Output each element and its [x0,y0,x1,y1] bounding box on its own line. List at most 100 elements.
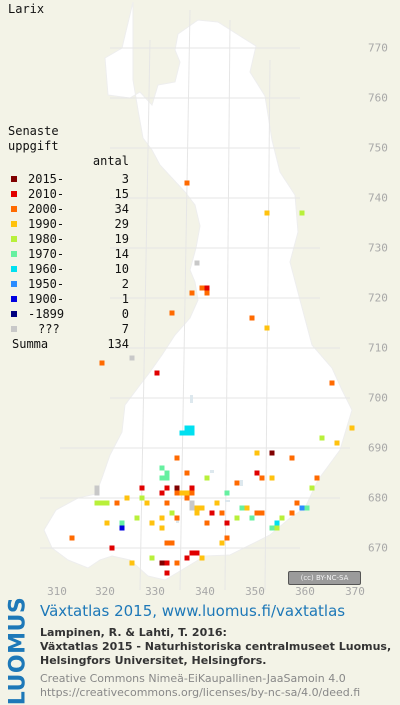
observation-marker [294,500,300,506]
observation-marker [159,475,165,481]
legend-label: -1899 [28,307,65,321]
observation-marker [179,490,185,496]
observation-marker [249,515,255,521]
legend-total-count: 134 [107,337,129,351]
observation-marker [349,425,355,431]
legend-count: 19 [114,232,129,246]
observation-marker [199,505,205,511]
observation-marker [259,510,265,516]
observation-marker [239,505,245,511]
legend-count-header: antal [92,154,129,168]
observation-marker [204,520,210,526]
legend-row: 2015- 3 [8,172,133,187]
legend-count: 1 [121,292,129,306]
observation-marker [174,490,180,496]
observation-marker [264,325,270,331]
x-tick-label: 320 [95,585,115,598]
observation-marker [259,475,265,481]
observation-marker [184,180,190,186]
license-text: Creative Commons Nimeä-EiKaupallinen-Jaa… [40,672,346,685]
observation-marker [199,555,205,561]
observation-marker [189,485,195,491]
legend-count: 15 [114,187,129,201]
legend-row: 1990- 29 [8,217,133,232]
observation-marker [174,455,180,461]
legend-label: ??? [38,322,60,336]
legend-swatch [11,221,17,227]
y-tick-label: 700 [368,391,388,405]
observation-marker [204,290,210,296]
observation-marker [139,485,145,491]
observation-marker [99,500,105,506]
citation-line: Växtatlas 2015 - Naturhistoriska central… [40,640,392,653]
luomus-logo: LUOMUS [5,597,31,705]
observation-marker [164,570,170,576]
legend-count: 34 [114,202,129,216]
observation-marker [189,430,195,436]
observation-marker [304,505,310,511]
x-tick-label: 310 [47,585,67,598]
license-url-link[interactable]: https://creativecommons.org/licenses/by-… [40,686,361,699]
observation-marker [164,540,170,546]
y-tick-label: 720 [368,291,388,305]
observation-marker [329,380,335,386]
x-tick-label: 370 [345,585,365,598]
observation-marker [174,515,180,521]
atlas-title-link[interactable]: Växtatlas 2015, www.luomus.fi/vaxtatlas [40,602,346,620]
observation-marker [289,510,295,516]
legend: Senaste uppgift antal 2015- 3 2010- 15 200… [8,124,133,352]
luomus-logo-text: LUOMUS [5,596,31,705]
legend-swatch [11,296,17,302]
observation-marker [269,475,275,481]
legend-count: 0 [121,307,129,321]
legend-count: 10 [114,262,129,276]
legend-total-label: Summa [12,337,49,351]
observation-marker [129,560,135,566]
legend-swatch [11,236,17,242]
y-tick-label: 760 [368,91,388,105]
legend-row: 2000- 34 [8,202,133,217]
cc-license-badge[interactable]: (cc) BY-NC-SA [288,571,361,585]
x-tick-label: 340 [195,585,215,598]
observation-markers [69,180,355,576]
y-tick-label: 750 [368,141,388,155]
legend-swatch [11,326,17,332]
observation-marker [104,500,110,506]
observation-marker [154,370,160,376]
observation-marker [124,495,130,501]
observation-marker [139,495,145,501]
y-tick-label: 730 [368,241,388,255]
observation-marker [189,505,195,511]
observation-marker [159,560,165,566]
observation-marker [179,430,185,436]
observation-marker [174,560,180,566]
legend-swatch [11,266,17,272]
observation-marker [164,560,170,566]
legend-row: 1950- 2 [8,277,133,292]
observation-marker [319,435,325,441]
observation-marker [164,500,170,506]
lakes [176,395,243,523]
observation-marker [249,315,255,321]
observation-marker [149,520,155,526]
observation-marker [224,490,230,496]
legend-total-row: Summa 134 [8,337,133,352]
observation-marker [184,490,190,496]
observation-marker [204,285,210,291]
map-grid [40,9,350,591]
observation-marker [199,285,205,291]
legend-swatch [11,191,17,197]
legend-count: 7 [121,322,129,336]
legend-count: 2 [121,277,129,291]
legend-label: 1960- [28,262,65,276]
observation-marker [94,490,100,496]
observation-marker [204,475,210,481]
observation-marker [94,485,100,491]
observation-marker [254,510,260,516]
observation-marker [274,520,280,526]
observation-marker [244,505,250,511]
observation-marker [234,515,240,521]
legend-count: 3 [121,172,129,186]
legend-label: 1970- [28,247,65,261]
observation-marker [184,495,190,501]
